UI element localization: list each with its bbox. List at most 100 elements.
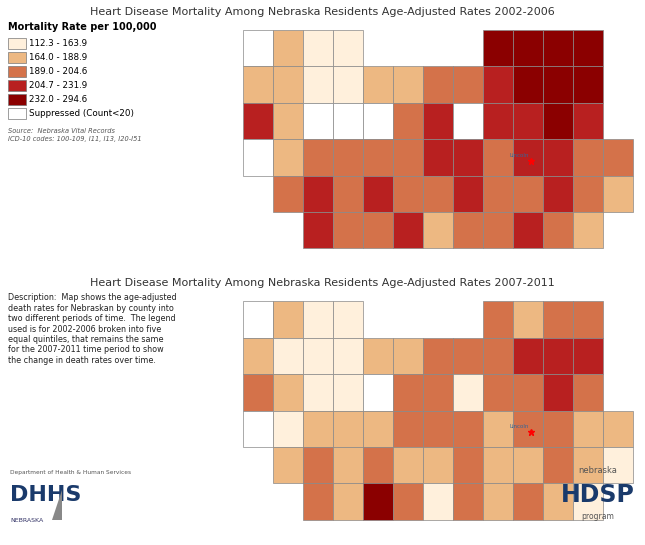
Bar — [363, 103, 393, 139]
Bar — [8, 80, 26, 91]
Bar — [543, 410, 573, 447]
Bar — [453, 374, 483, 410]
Bar — [573, 66, 603, 103]
Bar — [513, 139, 543, 175]
Bar — [453, 212, 483, 249]
Bar — [483, 30, 513, 66]
Bar — [8, 108, 26, 119]
Bar — [603, 410, 633, 447]
Bar — [393, 139, 423, 175]
Bar — [243, 66, 273, 103]
Bar — [273, 175, 303, 212]
Bar — [393, 175, 423, 212]
Bar — [393, 212, 423, 249]
Bar — [363, 410, 393, 447]
Bar — [603, 447, 633, 483]
Bar — [573, 30, 603, 66]
Bar — [303, 410, 333, 447]
Bar — [363, 212, 393, 249]
Bar — [333, 103, 363, 139]
Bar — [513, 483, 543, 520]
Bar — [303, 30, 333, 66]
Bar — [273, 338, 303, 374]
Bar — [543, 103, 573, 139]
Bar — [573, 483, 603, 520]
Bar — [363, 139, 393, 175]
Bar — [363, 338, 393, 374]
Text: 232.0 - 294.6: 232.0 - 294.6 — [29, 95, 87, 104]
Text: DHHS: DHHS — [10, 485, 81, 505]
Bar — [573, 103, 603, 139]
Bar — [543, 483, 573, 520]
Bar — [333, 30, 363, 66]
Bar — [273, 30, 303, 66]
Bar — [573, 447, 603, 483]
Bar — [423, 410, 453, 447]
Bar — [303, 139, 333, 175]
Bar — [513, 301, 543, 338]
Bar — [483, 447, 513, 483]
Bar — [303, 374, 333, 410]
Bar — [363, 66, 393, 103]
Text: ICD-10 codes: 100-109, I11, I13, I20-I51: ICD-10 codes: 100-109, I11, I13, I20-I51 — [8, 136, 142, 142]
Bar — [603, 175, 633, 212]
Bar — [543, 301, 573, 338]
Bar — [423, 212, 453, 249]
Bar — [333, 301, 363, 338]
Bar — [243, 139, 273, 175]
Text: 189.0 - 204.6: 189.0 - 204.6 — [29, 67, 87, 76]
Bar — [573, 301, 603, 338]
Bar — [543, 212, 573, 249]
Bar — [363, 374, 393, 410]
Bar — [423, 338, 453, 374]
Bar — [483, 374, 513, 410]
Bar — [423, 447, 453, 483]
Bar — [423, 103, 453, 139]
Bar — [393, 338, 423, 374]
Bar — [333, 447, 363, 483]
Bar — [483, 175, 513, 212]
Bar — [543, 30, 573, 66]
Bar — [453, 103, 483, 139]
Bar — [243, 103, 273, 139]
Bar — [333, 483, 363, 520]
Bar — [543, 175, 573, 212]
Text: NEBRASKA: NEBRASKA — [10, 518, 43, 523]
Bar — [423, 374, 453, 410]
Bar — [243, 301, 273, 338]
Bar — [423, 66, 453, 103]
Text: Heart Disease Mortality Among Nebraska Residents Age-Adjusted Rates 2007-2011: Heart Disease Mortality Among Nebraska R… — [90, 278, 554, 288]
Bar — [453, 139, 483, 175]
Bar — [483, 139, 513, 175]
Bar — [543, 139, 573, 175]
Bar — [303, 301, 333, 338]
Bar — [303, 212, 333, 249]
Bar — [513, 374, 543, 410]
Bar — [423, 139, 453, 175]
Bar — [333, 212, 363, 249]
Bar — [573, 374, 603, 410]
Bar — [333, 410, 363, 447]
Bar — [273, 301, 303, 338]
Bar — [483, 410, 513, 447]
Bar — [273, 103, 303, 139]
Bar — [513, 66, 543, 103]
Bar — [8, 66, 26, 77]
Text: 164.0 - 188.9: 164.0 - 188.9 — [29, 53, 87, 62]
Bar — [273, 410, 303, 447]
Bar — [8, 52, 26, 63]
Bar — [423, 175, 453, 212]
Bar — [363, 447, 393, 483]
Bar — [453, 447, 483, 483]
Bar — [393, 374, 423, 410]
Bar — [543, 338, 573, 374]
Bar — [453, 338, 483, 374]
Bar — [483, 66, 513, 103]
Text: Mortality Rate per 100,000: Mortality Rate per 100,000 — [8, 22, 157, 32]
Bar — [363, 175, 393, 212]
Bar — [543, 447, 573, 483]
Text: Source:  Nebraska Vital Records: Source: Nebraska Vital Records — [8, 128, 115, 134]
Bar — [303, 447, 333, 483]
Bar — [363, 483, 393, 520]
Bar — [603, 139, 633, 175]
